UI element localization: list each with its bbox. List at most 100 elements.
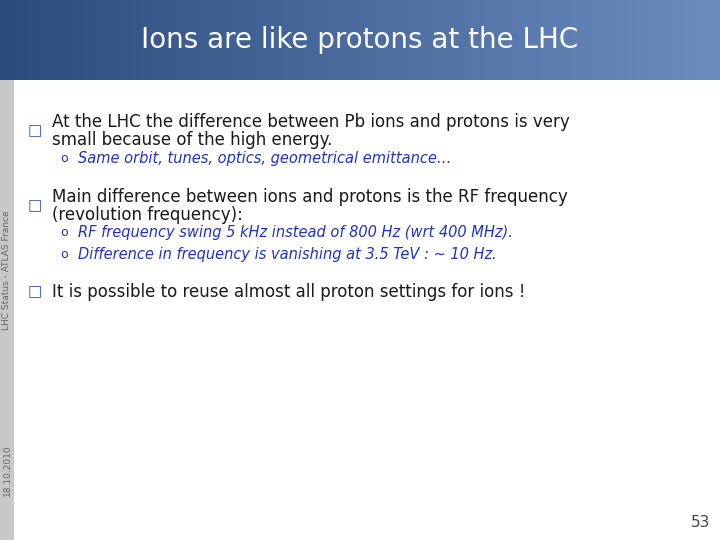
Bar: [554, 0, 558, 80]
Bar: [464, 0, 468, 80]
Bar: [648, 0, 652, 80]
Bar: [151, 0, 155, 80]
Bar: [252, 0, 256, 80]
Text: 53: 53: [690, 515, 710, 530]
Bar: [90, 0, 94, 80]
Bar: [364, 0, 367, 80]
Text: □: □: [28, 285, 42, 300]
Bar: [133, 0, 137, 80]
Bar: [547, 0, 551, 80]
Bar: [198, 0, 202, 80]
Bar: [328, 0, 331, 80]
Bar: [108, 0, 112, 80]
Bar: [662, 0, 666, 80]
Bar: [655, 0, 659, 80]
Bar: [414, 0, 418, 80]
Bar: [587, 0, 590, 80]
Bar: [194, 0, 198, 80]
Bar: [245, 0, 248, 80]
Bar: [324, 0, 328, 80]
Bar: [306, 0, 310, 80]
Bar: [162, 0, 166, 80]
Bar: [680, 0, 684, 80]
Bar: [511, 0, 515, 80]
Text: At the LHC the difference between Pb ions and protons is very: At the LHC the difference between Pb ion…: [52, 113, 570, 131]
Bar: [565, 0, 569, 80]
Bar: [58, 0, 61, 80]
Text: (revolution frequency):: (revolution frequency):: [52, 206, 243, 224]
Bar: [317, 0, 320, 80]
Text: It is possible to reuse almost all proton settings for ions !: It is possible to reuse almost all proto…: [52, 283, 526, 301]
Bar: [14, 0, 18, 80]
Bar: [652, 0, 655, 80]
Bar: [248, 0, 252, 80]
Bar: [230, 0, 234, 80]
Bar: [216, 0, 220, 80]
Bar: [378, 0, 382, 80]
Bar: [558, 0, 562, 80]
Bar: [112, 0, 115, 80]
Bar: [295, 0, 299, 80]
Bar: [119, 0, 122, 80]
Text: Ions are like protons at the LHC: Ions are like protons at the LHC: [141, 26, 579, 54]
Text: RF frequency swing 5 kHz instead of 800 Hz (wrt 400 MHz).: RF frequency swing 5 kHz instead of 800 …: [78, 226, 513, 240]
Bar: [299, 0, 302, 80]
Text: o: o: [60, 226, 68, 240]
Bar: [349, 0, 353, 80]
Bar: [601, 0, 605, 80]
Bar: [29, 0, 32, 80]
Bar: [709, 0, 713, 80]
Text: o: o: [60, 248, 68, 261]
Bar: [259, 0, 263, 80]
Bar: [180, 0, 184, 80]
Bar: [79, 0, 83, 80]
Bar: [155, 0, 158, 80]
Bar: [389, 0, 392, 80]
Bar: [284, 0, 288, 80]
Bar: [421, 0, 425, 80]
Bar: [342, 0, 346, 80]
Bar: [47, 0, 50, 80]
Bar: [234, 0, 238, 80]
Bar: [479, 0, 482, 80]
Bar: [382, 0, 385, 80]
Bar: [331, 0, 335, 80]
Bar: [443, 0, 446, 80]
Bar: [551, 0, 554, 80]
Bar: [274, 0, 277, 80]
Bar: [522, 0, 526, 80]
Bar: [457, 0, 461, 80]
Bar: [493, 0, 497, 80]
Bar: [187, 0, 191, 80]
Bar: [641, 0, 644, 80]
Bar: [122, 0, 126, 80]
Bar: [688, 0, 691, 80]
Text: Difference in frequency is vanishing at 3.5 TeV : ~ 10 Hz.: Difference in frequency is vanishing at …: [78, 247, 497, 262]
Bar: [450, 0, 454, 80]
Bar: [418, 0, 421, 80]
Bar: [713, 0, 716, 80]
Bar: [385, 0, 389, 80]
Bar: [598, 0, 601, 80]
Bar: [490, 0, 493, 80]
Bar: [18, 0, 22, 80]
Bar: [428, 0, 432, 80]
Bar: [68, 0, 72, 80]
Bar: [205, 0, 209, 80]
Text: □: □: [28, 124, 42, 138]
Bar: [500, 0, 504, 80]
Bar: [504, 0, 508, 80]
Bar: [61, 0, 65, 80]
Bar: [22, 0, 25, 80]
Bar: [65, 0, 68, 80]
Bar: [716, 0, 720, 80]
Bar: [101, 0, 104, 80]
Bar: [482, 0, 486, 80]
Bar: [540, 0, 544, 80]
Bar: [637, 0, 641, 80]
Bar: [475, 0, 479, 80]
Bar: [36, 0, 40, 80]
Bar: [605, 0, 608, 80]
Bar: [288, 0, 292, 80]
Bar: [76, 0, 79, 80]
